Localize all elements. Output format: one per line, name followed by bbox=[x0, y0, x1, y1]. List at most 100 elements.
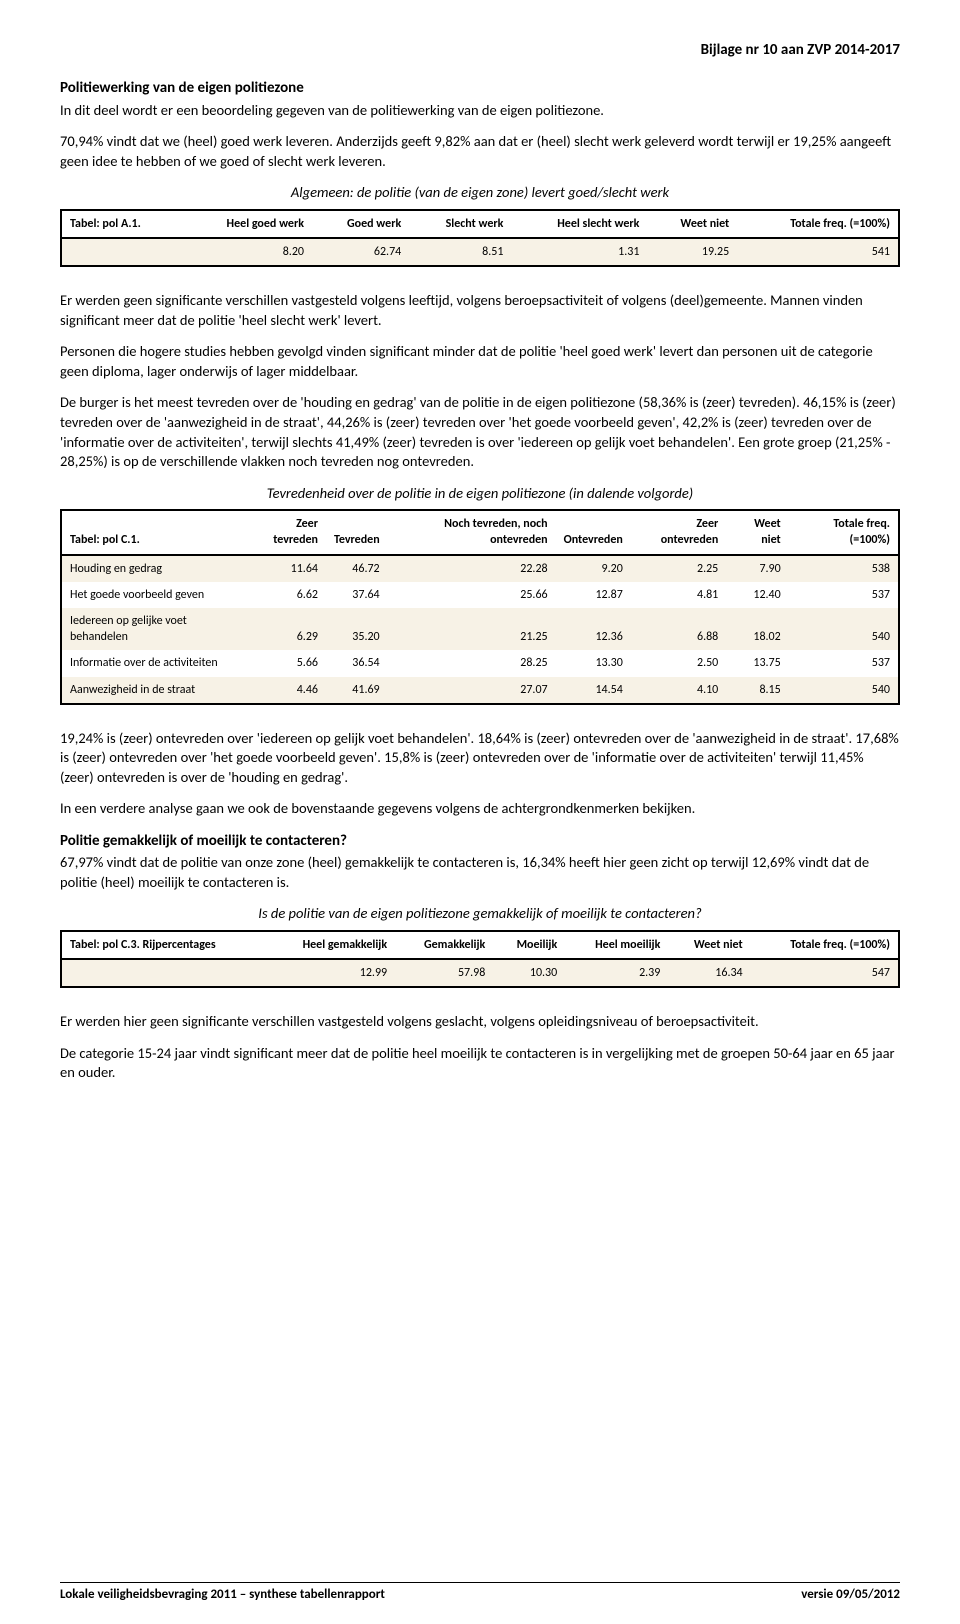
table-cell: 7.90 bbox=[726, 555, 788, 582]
table-cell: 12.40 bbox=[726, 582, 788, 608]
table-row: Informatie over de activiteiten5.6636.54… bbox=[61, 650, 899, 676]
table-cell: 5.66 bbox=[243, 650, 326, 676]
table3-caption: Is de politie van de eigen politiezone g… bbox=[60, 904, 900, 924]
table-header-cell: Heel moeilijk bbox=[565, 931, 668, 959]
section1-p2: 70,94% vindt dat we (heel) goed werk lev… bbox=[60, 132, 900, 171]
table-cell: Iedereen op gelijke voet behandelen bbox=[61, 608, 243, 650]
table-cell: 2.39 bbox=[565, 959, 668, 987]
table-cell: 11.64 bbox=[243, 555, 326, 582]
table-cell: 6.88 bbox=[631, 608, 726, 650]
table-cell: Informatie over de activiteiten bbox=[61, 650, 243, 676]
table-header-cell: Zeer ontevreden bbox=[631, 510, 726, 554]
table-row: Houding en gedrag11.6446.7222.289.202.25… bbox=[61, 555, 899, 582]
table-cell: 8.20 bbox=[183, 238, 312, 266]
section1-title: Politiewerking van de eigen politiezone bbox=[60, 78, 900, 98]
section2-p3: De burger is het meest tevreden over de … bbox=[60, 393, 900, 471]
table-cell: 16.34 bbox=[668, 959, 750, 987]
table-cell: Houding en gedrag bbox=[61, 555, 243, 582]
section3-p1: 19,24% is (zeer) ontevreden over 'iedere… bbox=[60, 729, 900, 788]
table-header-cell: Moeilijk bbox=[493, 931, 565, 959]
section2-p2: Personen die hogere studies hebben gevol… bbox=[60, 342, 900, 381]
table-pol-c1: Tabel: pol C.1.Zeer tevredenTevredenNoch… bbox=[60, 509, 900, 705]
table-header-cell: Zeer tevreden bbox=[243, 510, 326, 554]
table-cell: 41.69 bbox=[326, 677, 388, 704]
table-cell: 37.64 bbox=[326, 582, 388, 608]
table-header-cell: Goed werk bbox=[312, 210, 409, 238]
table-header-cell: Totale freq. (=100%) bbox=[789, 510, 899, 554]
table-header-cell: Totale freq. (=100%) bbox=[737, 210, 899, 238]
table-header-cell: Weet niet bbox=[647, 210, 737, 238]
table-cell: 2.25 bbox=[631, 555, 726, 582]
table-header-cell: Tabel: pol C.3. Rijpercentages bbox=[61, 931, 267, 959]
footer-right: versie 09/05/2012 bbox=[801, 1586, 900, 1604]
section3-p2: In een verdere analyse gaan we ook de bo… bbox=[60, 799, 900, 819]
table-cell: 6.29 bbox=[243, 608, 326, 650]
table-cell: 547 bbox=[751, 959, 899, 987]
table-header-cell: Gemakkelijk bbox=[395, 931, 493, 959]
section4-title: Politie gemakkelijk of moeilijk te conta… bbox=[60, 831, 900, 851]
table-cell: 22.28 bbox=[388, 555, 556, 582]
table-header-cell: Tabel: pol A.1. bbox=[61, 210, 183, 238]
table-cell: 8.15 bbox=[726, 677, 788, 704]
table-header-cell: Ontevreden bbox=[556, 510, 631, 554]
table-cell: Aanwezigheid in de straat bbox=[61, 677, 243, 704]
table-cell: 4.10 bbox=[631, 677, 726, 704]
table-cell: 57.98 bbox=[395, 959, 493, 987]
table-header-cell: Totale freq. (=100%) bbox=[751, 931, 899, 959]
table-cell: 21.25 bbox=[388, 608, 556, 650]
table-cell: 14.54 bbox=[556, 677, 631, 704]
table-cell: 36.54 bbox=[326, 650, 388, 676]
table-cell: 27.07 bbox=[388, 677, 556, 704]
table-cell: 62.74 bbox=[312, 238, 409, 266]
footer-left: Lokale veiligheidsbevraging 2011 – synth… bbox=[60, 1586, 385, 1604]
table-cell: 538 bbox=[789, 555, 899, 582]
table-cell: 13.30 bbox=[556, 650, 631, 676]
table-row: Iedereen op gelijke voet behandelen6.293… bbox=[61, 608, 899, 650]
table-cell: 46.72 bbox=[326, 555, 388, 582]
table-cell: 4.46 bbox=[243, 677, 326, 704]
table-cell: 10.30 bbox=[493, 959, 565, 987]
table-cell: 4.81 bbox=[631, 582, 726, 608]
section5-p2: De categorie 15-24 jaar vindt significan… bbox=[60, 1044, 900, 1083]
table-cell: 6.62 bbox=[243, 582, 326, 608]
table2-caption: Tevredenheid over de politie in de eigen… bbox=[60, 484, 900, 504]
table-header-cell: Tabel: pol C.1. bbox=[61, 510, 243, 554]
table-cell: 537 bbox=[789, 650, 899, 676]
table-cell: 2.50 bbox=[631, 650, 726, 676]
table-cell: 1.31 bbox=[511, 238, 647, 266]
table-cell: 25.66 bbox=[388, 582, 556, 608]
table-cell: 8.51 bbox=[409, 238, 511, 266]
table-cell: 13.75 bbox=[726, 650, 788, 676]
table-cell: 540 bbox=[789, 608, 899, 650]
table-header-cell: Tevreden bbox=[326, 510, 388, 554]
table-header-cell: Slecht werk bbox=[409, 210, 511, 238]
section2-p1: Er werden geen significante verschillen … bbox=[60, 291, 900, 330]
section5-p1: Er werden hier geen significante verschi… bbox=[60, 1012, 900, 1032]
table-header-cell: Heel gemakkelijk bbox=[267, 931, 395, 959]
table-cell: Het goede voorbeeld geven bbox=[61, 582, 243, 608]
table1-caption: Algemeen: de politie (van de eigen zone)… bbox=[60, 183, 900, 203]
table-cell: 541 bbox=[737, 238, 899, 266]
section4-p1: 67,97% vindt dat de politie van onze zon… bbox=[60, 853, 900, 892]
table-pol-a1: Tabel: pol A.1.Heel goed werkGoed werkSl… bbox=[60, 209, 900, 267]
table-header-cell: Heel slecht werk bbox=[511, 210, 647, 238]
table-cell bbox=[61, 238, 183, 266]
table-cell: 35.20 bbox=[326, 608, 388, 650]
table-header-cell: Weet niet bbox=[726, 510, 788, 554]
table-header-cell: Weet niet bbox=[668, 931, 750, 959]
section1-p1: In dit deel wordt er een beoordeling geg… bbox=[60, 101, 900, 121]
page-footer: Lokale veiligheidsbevraging 2011 – synth… bbox=[60, 1582, 900, 1604]
table-cell: 12.87 bbox=[556, 582, 631, 608]
table-pol-c3: Tabel: pol C.3. RijpercentagesHeel gemak… bbox=[60, 930, 900, 988]
table-cell: 18.02 bbox=[726, 608, 788, 650]
table-row: Het goede voorbeeld geven6.6237.6425.661… bbox=[61, 582, 899, 608]
table-cell: 9.20 bbox=[556, 555, 631, 582]
table-cell: 12.99 bbox=[267, 959, 395, 987]
table-row: Aanwezigheid in de straat4.4641.6927.071… bbox=[61, 677, 899, 704]
table-cell: 28.25 bbox=[388, 650, 556, 676]
table-cell: 19.25 bbox=[647, 238, 737, 266]
table-header-cell: Heel goed werk bbox=[183, 210, 312, 238]
table-cell bbox=[61, 959, 267, 987]
table-cell: 12.36 bbox=[556, 608, 631, 650]
table-cell: 540 bbox=[789, 677, 899, 704]
